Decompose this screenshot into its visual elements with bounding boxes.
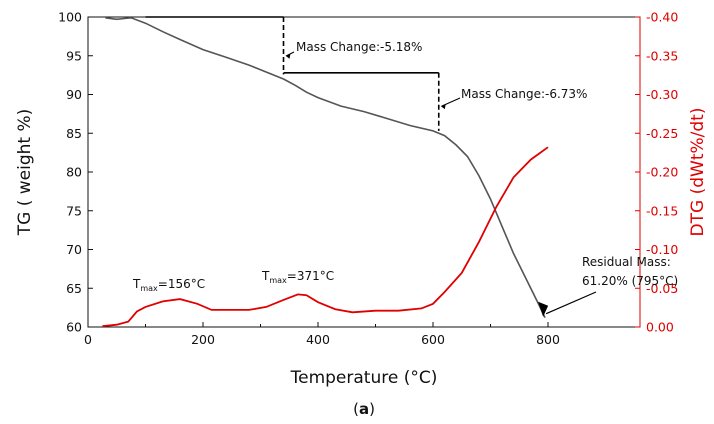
- tmax1-subscript: max: [140, 284, 158, 293]
- x-tick-label: 800: [536, 332, 560, 347]
- annotation-tmax-371: Tmax=371°C: [261, 269, 334, 285]
- tmax2-value: =371°C: [287, 269, 334, 283]
- tmax1-value: =156°C: [158, 277, 205, 291]
- residual-mass-arrow: [538, 291, 597, 317]
- annotation-mass-change-2: Mass Change:-6.73%: [461, 87, 587, 101]
- left-tick-label: 80: [66, 165, 82, 180]
- right-tick-label: -0.35: [646, 48, 678, 63]
- tmax2-prefix: T: [261, 269, 270, 283]
- right-axis-ticks: 0.00 -0.05 -0.10 -0.15 -0.20 -0.25 -0.30 -0.35 -…: [635, 10, 678, 335]
- subfigure-label-close: ): [369, 400, 375, 418]
- left-tick-label: 100: [58, 10, 82, 25]
- annotation-tmax-156: Tmax=156°C: [132, 277, 205, 293]
- right-tick-label: -0.20: [646, 165, 678, 180]
- left-axis-ticks: 60 65 70 75 80 85 90 95 100: [58, 10, 93, 335]
- left-tick-label: 85: [66, 126, 82, 141]
- residual-leader-line: [545, 291, 597, 315]
- x-axis-title: Temperature (°C): [290, 368, 438, 388]
- left-axis-title: TG ( weight %): [15, 109, 35, 237]
- x-tick-label: 200: [191, 332, 215, 347]
- dtg-series-line: [102, 146, 549, 328]
- subfigure-label-letter: a: [359, 400, 369, 418]
- annotation-residual-mass-line1: Residual Mass:: [582, 255, 671, 269]
- right-tick-label: -0.10: [646, 242, 678, 257]
- x-tick-label: 0: [84, 332, 92, 347]
- tg-series-line: [105, 16, 546, 319]
- right-tick-label: -0.15: [646, 203, 678, 218]
- tmax2-subscript: max: [269, 276, 287, 285]
- left-tick-label: 60: [66, 320, 82, 335]
- right-tick-label: -0.25: [646, 126, 678, 141]
- annotation-residual-mass-line2: 61.20% (795°C): [582, 274, 678, 288]
- annotation-mass-change-1: Mass Change:-5.18%: [296, 40, 422, 54]
- right-tick-label: -0.30: [646, 87, 678, 102]
- right-tick-label: -0.40: [646, 10, 678, 25]
- right-tick-label: -0.05: [646, 281, 678, 296]
- right-axis-title: DTG (dWt%/dt): [688, 108, 708, 237]
- x-tick-label: 400: [306, 332, 330, 347]
- annotation-2-arrowhead: [440, 104, 446, 110]
- x-axis-ticks: 0 200 400 600 800: [84, 322, 560, 347]
- mass-change-markers: [145, 16, 461, 131]
- tmax1-prefix: T: [132, 277, 141, 291]
- right-tick-label: 0.00: [646, 320, 674, 335]
- left-tick-label: 70: [66, 242, 82, 257]
- left-tick-label: 65: [66, 281, 82, 296]
- subfigure-label-open: (: [353, 400, 359, 418]
- residual-arrowhead: [538, 301, 549, 317]
- left-tick-label: 95: [66, 48, 82, 63]
- subfigure-label: (a): [353, 400, 375, 418]
- x-tick-label: 600: [421, 332, 445, 347]
- left-tick-label: 75: [66, 203, 82, 218]
- annotation-1-arrowhead: [285, 53, 291, 59]
- left-tick-label: 90: [66, 87, 82, 102]
